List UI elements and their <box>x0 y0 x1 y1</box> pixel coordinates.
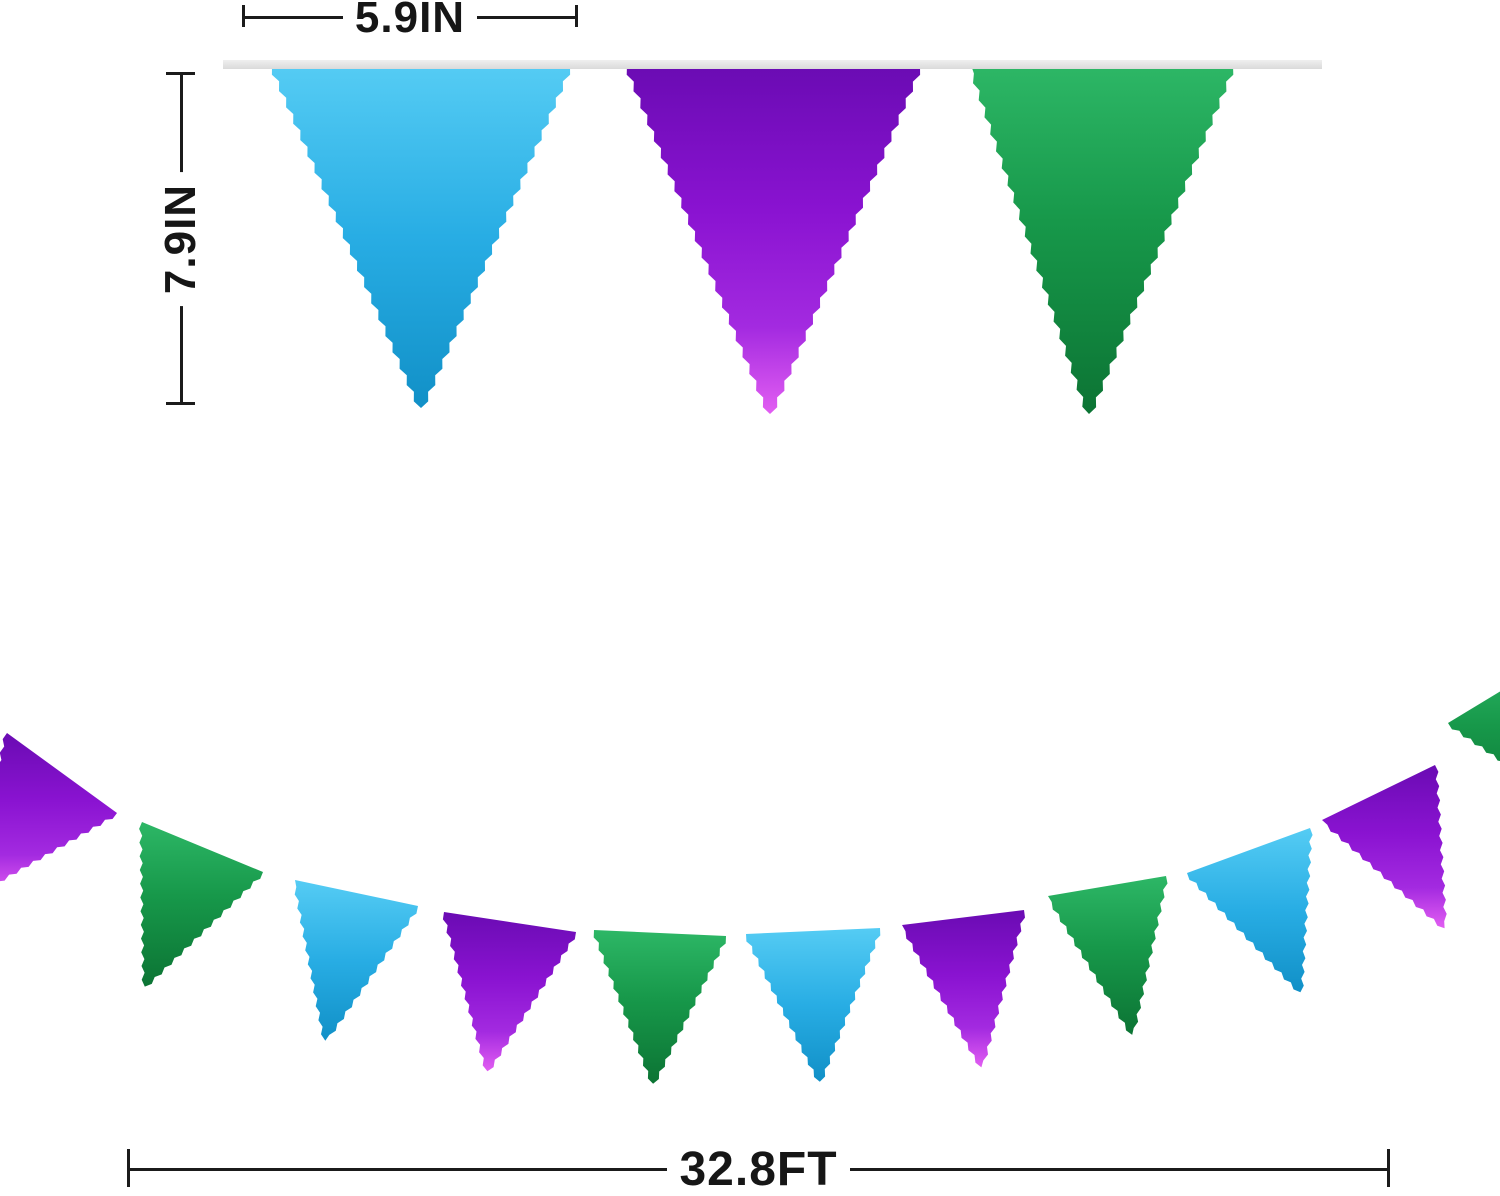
height-dim-label: 7.9IN <box>153 171 210 306</box>
height-dim-tick-top <box>166 72 195 75</box>
top-pennant-purple <box>626 65 921 414</box>
garland-pennant-7-purple <box>902 910 1025 1068</box>
width-dim-tick-left <box>242 5 245 27</box>
width-dimension: 5.9IN <box>242 0 578 40</box>
garland-pennant-5-green <box>593 930 726 1084</box>
width-dim-label: 5.9IN <box>342 0 478 40</box>
garland-pennant-10-purple <box>1322 765 1447 929</box>
garland-pennant-2-green <box>139 822 263 987</box>
garland-pennant-11-green <box>1448 691 1500 762</box>
height-dim-tick-bottom <box>166 402 195 405</box>
length-dim-tick-right <box>1387 1149 1390 1187</box>
height-dimension: 7.9IN <box>153 72 210 405</box>
width-dim-tick-right <box>575 5 578 27</box>
top-pennant-green <box>971 65 1234 414</box>
garland-pennant-9-blue <box>1187 828 1313 993</box>
length-dim-tick-left <box>127 1149 130 1187</box>
garland-pennant-4-purple <box>442 912 576 1072</box>
garland-pennant-1-purple <box>0 733 117 882</box>
length-dim-label: 32.8FT <box>667 1146 850 1194</box>
garland-pennant-8-green <box>1048 876 1168 1035</box>
length-dimension: 32.8FT <box>127 1146 1390 1194</box>
top-ribbon <box>223 60 1322 69</box>
garland-pennant-3-blue <box>294 880 418 1041</box>
garland-pennant-6-blue <box>746 928 881 1082</box>
top-pennant-blue <box>271 65 571 408</box>
